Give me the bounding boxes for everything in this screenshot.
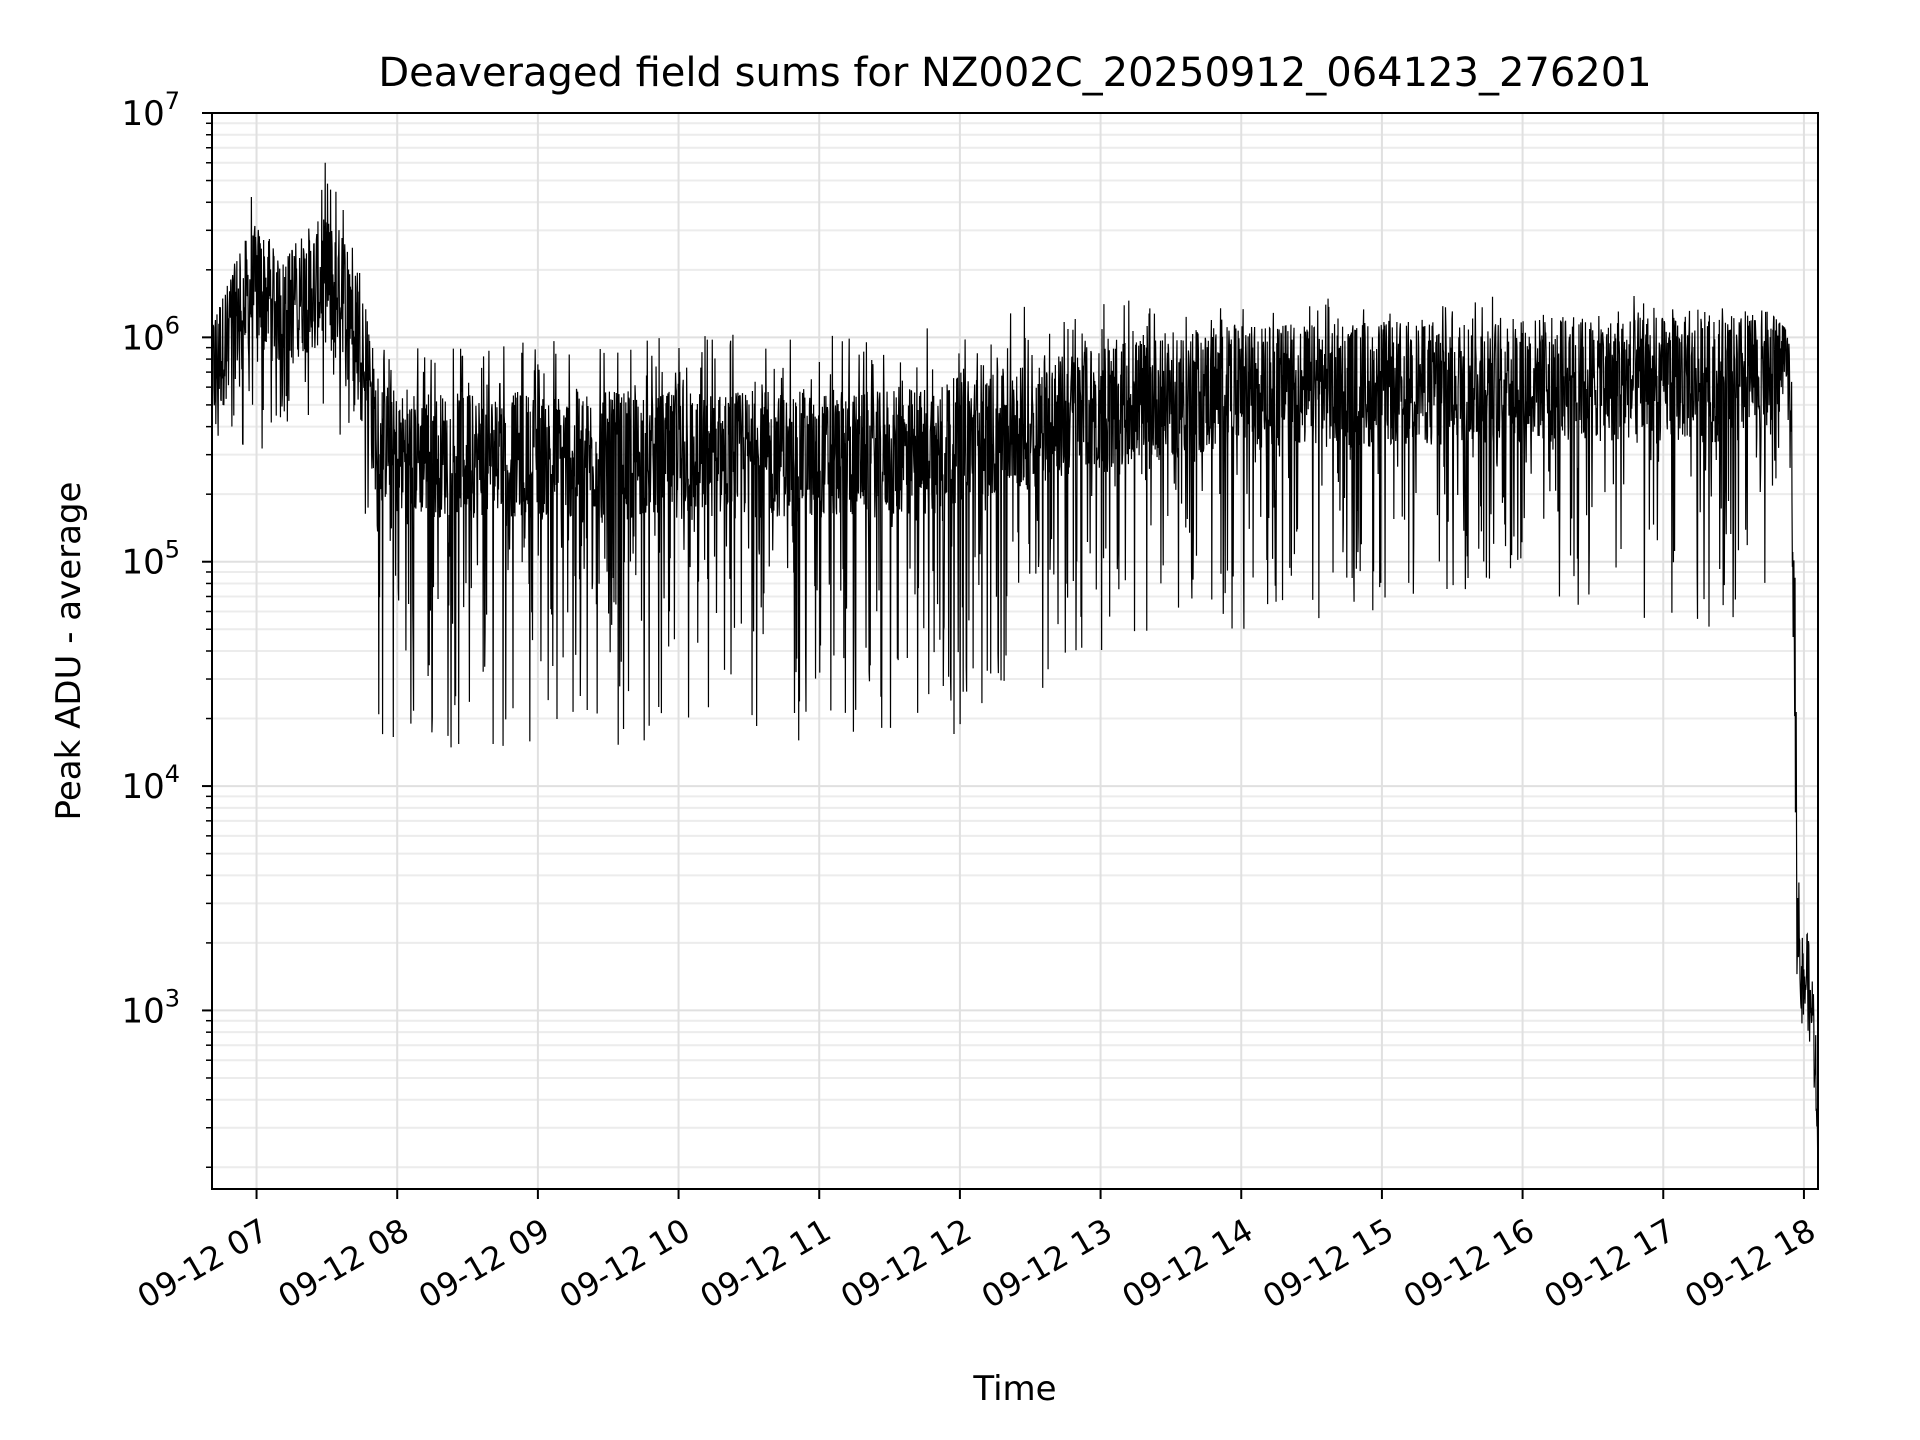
grid	[212, 112, 1818, 1189]
y-tick-label: 107	[121, 87, 180, 134]
y-axis-label: Peak ADU - average	[49, 482, 89, 821]
y-tick-label: 104	[121, 760, 180, 807]
chart-title: Deaveraged field sums for NZ002C_2025091…	[378, 50, 1651, 96]
x-axis-label: Time	[972, 1369, 1056, 1409]
y-tick-label: 103	[121, 984, 180, 1031]
y-tick-label: 105	[121, 536, 180, 583]
series-line	[211, 162, 1819, 1151]
series-layer	[211, 162, 1819, 1151]
y-axis: 103 104 105 106 107	[121, 87, 212, 1169]
y-tick-label: 106	[121, 311, 180, 358]
